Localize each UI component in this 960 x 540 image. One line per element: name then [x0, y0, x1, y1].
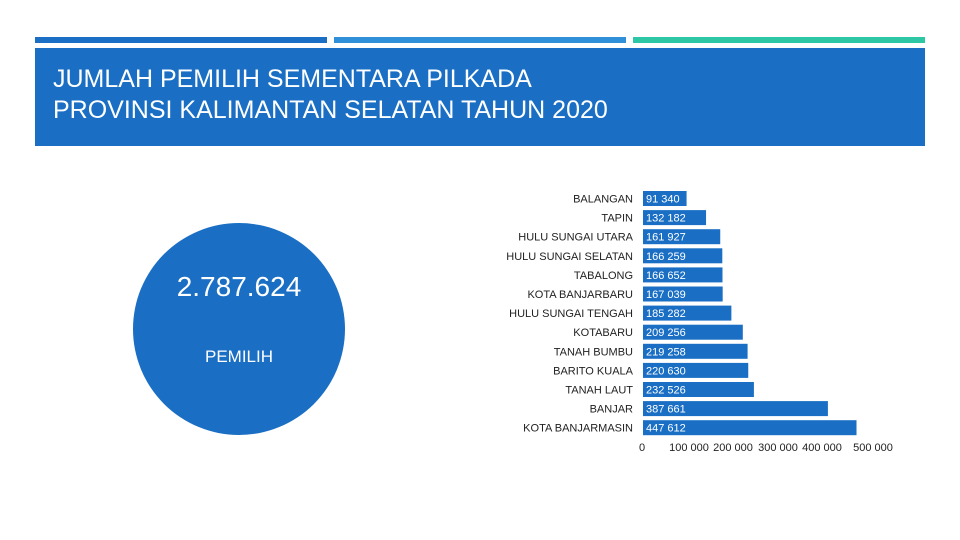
- category-label: BARITO KUALA: [553, 365, 634, 377]
- bar-value-label: 387 661: [646, 404, 686, 416]
- bar: [643, 324, 743, 340]
- bar: [643, 382, 754, 397]
- x-tick-label: 500 000: [853, 442, 893, 454]
- x-tick-label: 400 000: [802, 442, 842, 454]
- total-voters-value: 2.787.624: [176, 271, 302, 302]
- accent-bar-1: [35, 37, 327, 43]
- category-label: TANAH LAUT: [565, 385, 633, 397]
- x-tick-label: 200 000: [713, 442, 753, 454]
- x-tick-label: 0: [639, 442, 645, 454]
- bar-value-label: 232 526: [646, 385, 686, 397]
- category-label: KOTA BANJARMASIN: [523, 423, 633, 435]
- x-tick-label: 100 000: [669, 442, 709, 454]
- bar-value-label: 166 652: [646, 270, 686, 282]
- category-label: BALANGAN: [573, 194, 633, 206]
- bar: [643, 420, 857, 436]
- category-label: KOTABARU: [573, 327, 633, 339]
- bar: [643, 286, 723, 302]
- category-label: HULU SUNGAI TENGAH: [509, 308, 633, 320]
- bar-value-label: 220 630: [646, 365, 686, 377]
- total-voters-circle: 2.787.624 PEMILIH: [133, 223, 345, 435]
- category-label: HULU SUNGAI UTARA: [518, 232, 633, 244]
- category-label: TABALONG: [574, 270, 633, 282]
- bar-value-label: 166 259: [646, 251, 686, 263]
- category-label: TANAH BUMBU: [554, 346, 633, 358]
- bar-value-label: 91 340: [646, 194, 680, 206]
- bar-value-label: 447 612: [646, 423, 686, 435]
- bar: [643, 248, 723, 264]
- bar: [643, 229, 721, 245]
- category-label: KOTA BANJARBARU: [527, 289, 633, 301]
- bar: [643, 362, 749, 378]
- category-label: HULU SUNGAI SELATAN: [506, 251, 633, 263]
- bar: [643, 267, 723, 283]
- category-label: BANJAR: [590, 404, 633, 416]
- bar-value-label: 167 039: [646, 289, 686, 301]
- bar: [643, 191, 687, 206]
- total-voters-unit: PEMILIH: [204, 347, 274, 366]
- x-tick-label: 300 000: [758, 442, 798, 454]
- bar-value-label: 161 927: [646, 232, 686, 244]
- category-label: TAPIN: [601, 213, 633, 225]
- title-band: JUMLAH PEMILIH SEMENTARA PILKADA PROVINS…: [35, 48, 925, 146]
- bar: [643, 305, 732, 321]
- bar-value-label: 219 258: [646, 346, 686, 358]
- page-title: JUMLAH PEMILIH SEMENTARA PILKADA PROVINS…: [53, 65, 608, 124]
- bar-value-label: 132 182: [646, 213, 686, 225]
- accent-bar-3: [633, 37, 925, 43]
- bar-value-label: 209 256: [646, 327, 686, 339]
- accent-bar-2: [334, 37, 626, 43]
- bar: [643, 210, 707, 226]
- bar-value-label: 185 282: [646, 308, 686, 320]
- bar: [643, 401, 828, 417]
- bar: [643, 343, 748, 359]
